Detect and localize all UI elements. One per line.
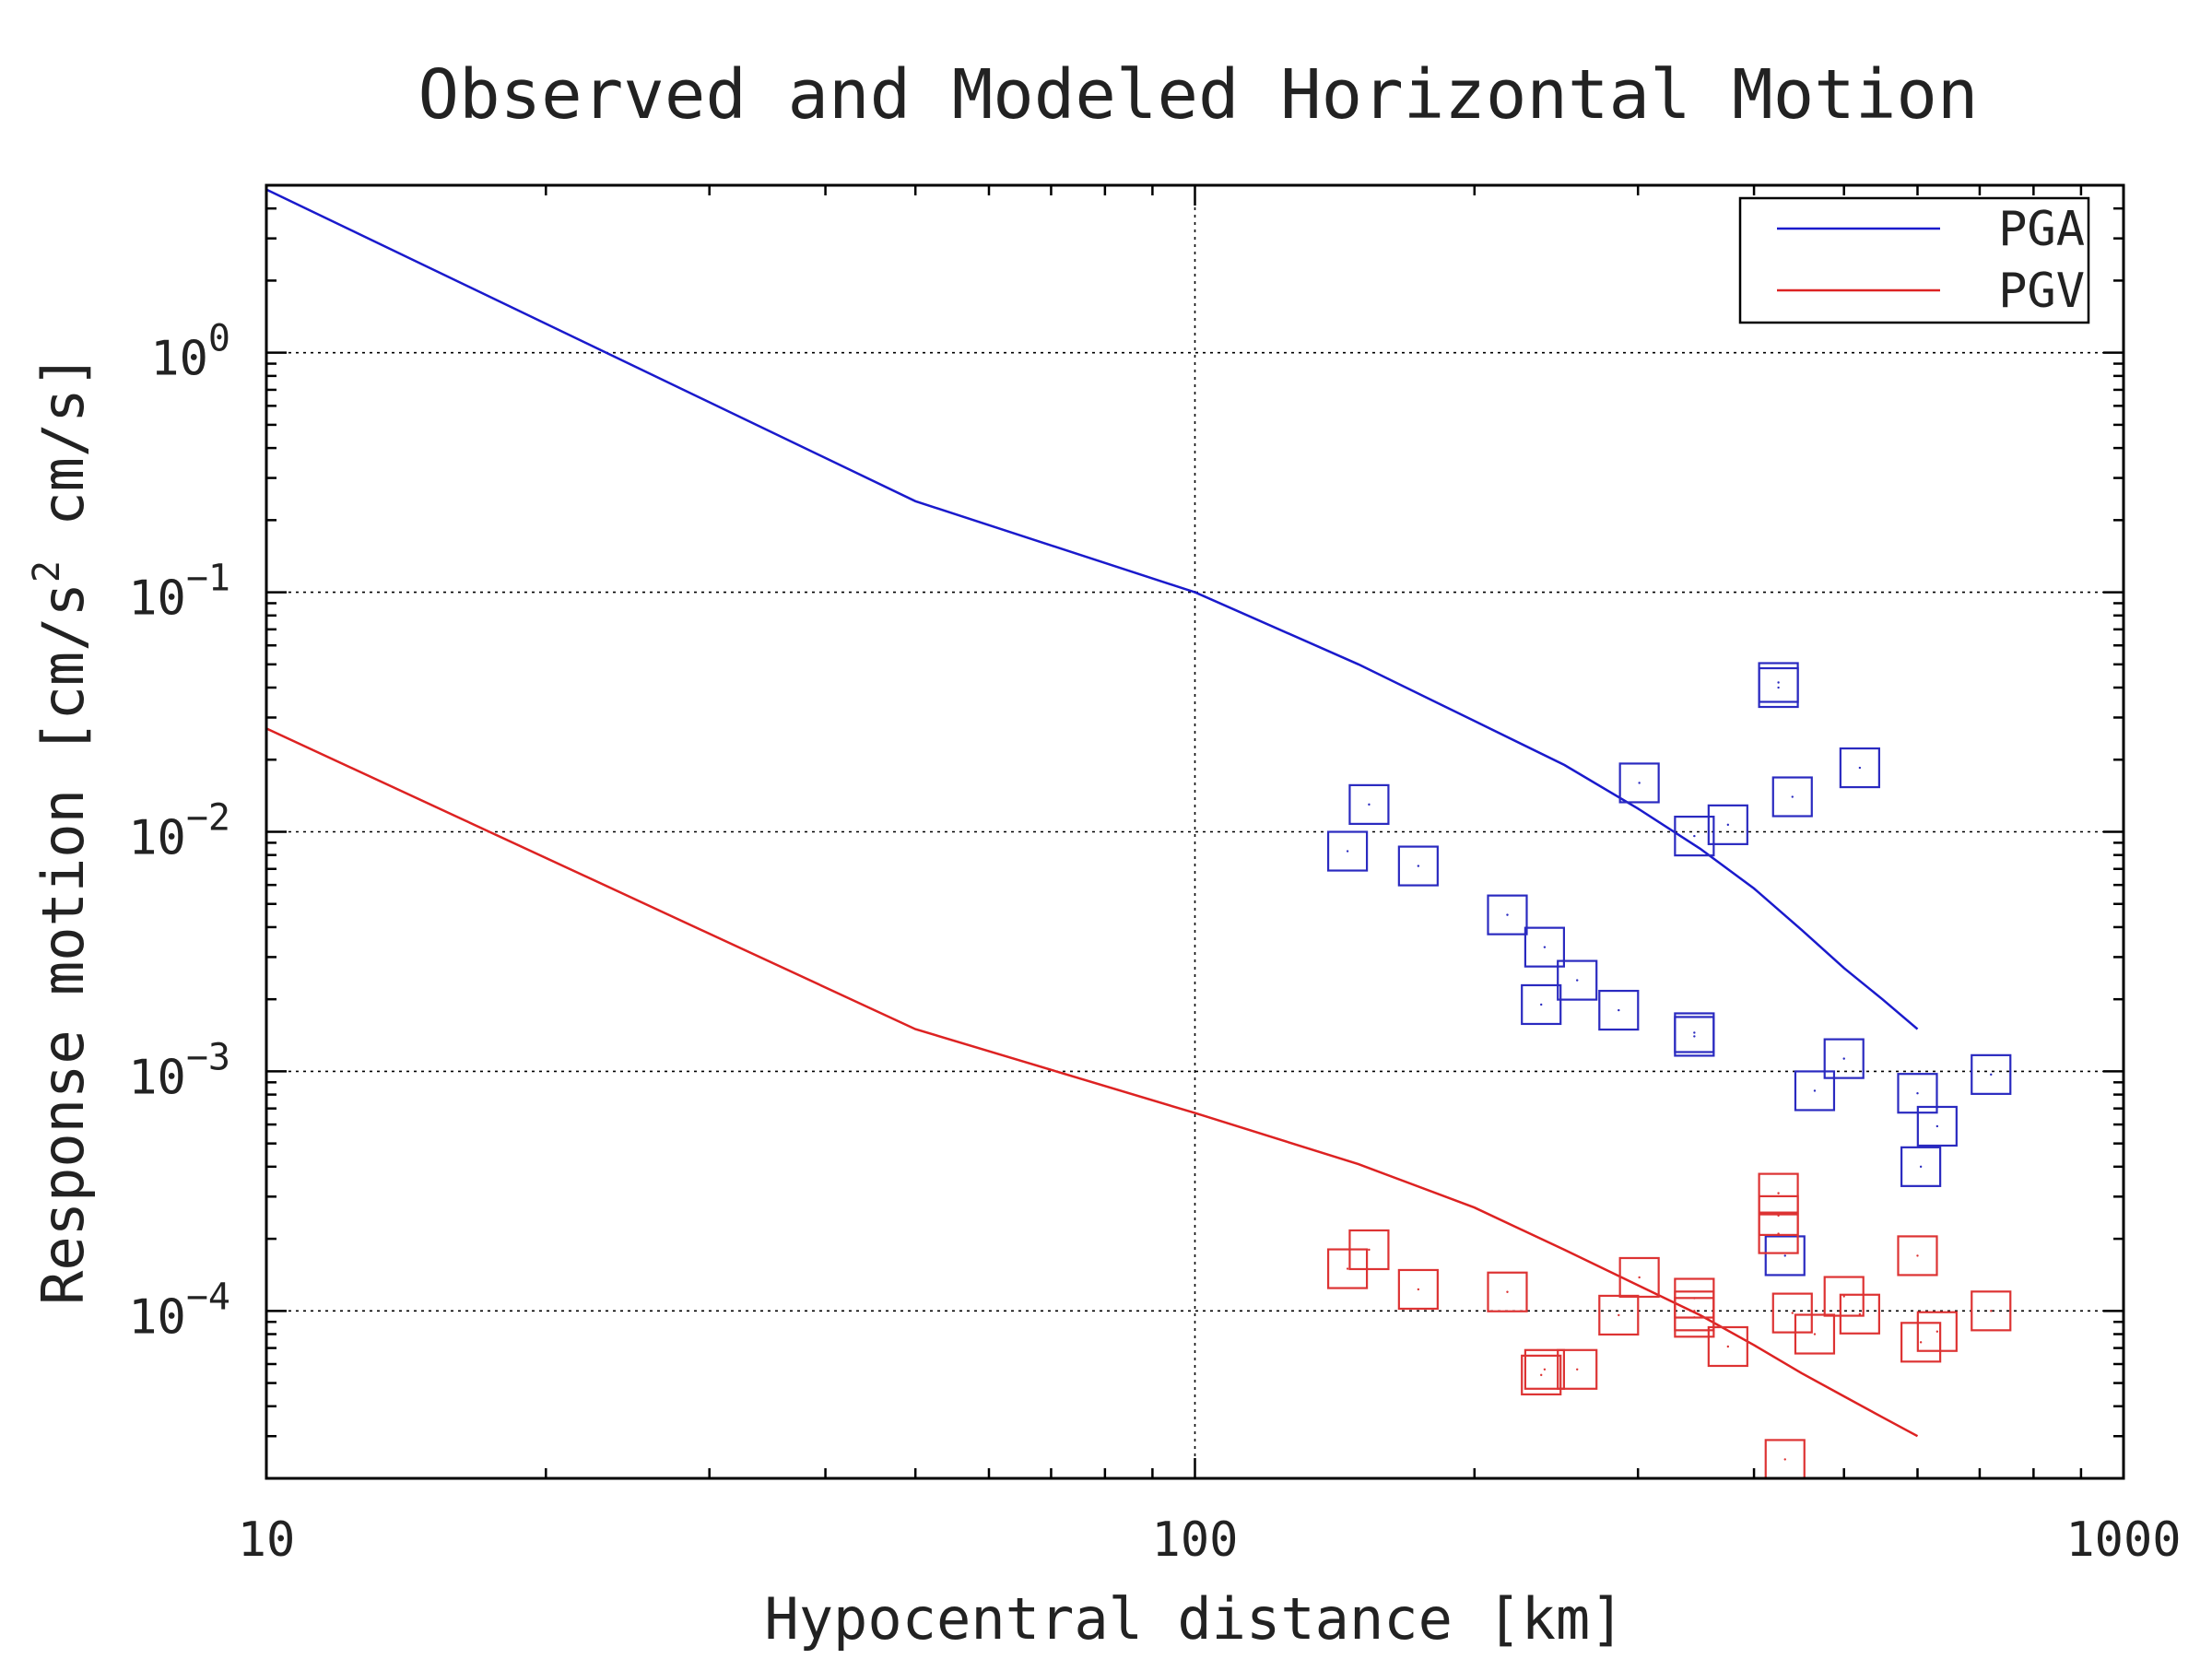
pgv-point-11 [1674,1297,1715,1338]
pgv-point-7 [1598,1294,1640,1336]
pga-point-14 [1758,662,1799,703]
pgv-point-23 [1916,1311,1958,1352]
plot-frame [265,183,2125,1480]
pgv-point-2 [1397,1268,1439,1311]
pgv-point-4 [1524,1348,1566,1390]
y-axis-label-main: Response motion [cm/s [29,582,97,1305]
x-tick-label-2: 1000 [2065,1512,2181,1568]
y-axis-label-exp: 2 [26,560,68,582]
pga-point-6 [1557,959,1598,1001]
observed-points [1326,662,2012,1480]
line-pgv [265,727,1919,1438]
pgv-point-19 [1823,1276,1865,1317]
y-tick-labels: 100 10−1 10−2 10−3 10−4 [128,318,230,1346]
model-lines [265,188,1919,1438]
line-pga [265,188,1919,1030]
pgv-point-3 [1487,1271,1528,1312]
y-axis-label-tail: cm/s] [29,354,97,560]
pga-point-5 [1521,983,1562,1026]
y-tick-label-1: 10−1 [128,558,230,627]
pgv-point-16 [1771,1292,1813,1334]
pgv-point-15 [1758,1213,1799,1254]
pga-point-1 [1326,830,1369,872]
pga-point-10 [1674,1016,1715,1057]
y-axis-label: Response motion [cm/s2 cm/s] [26,354,97,1305]
pga-point-2 [1397,845,1439,887]
pgv-point-21 [1897,1235,1938,1277]
pga-point-0 [1348,783,1390,825]
legend: PGA PGV [1738,196,2090,324]
pgv-point-12 [1707,1325,1748,1368]
y-tick-label-3: 10−3 [128,1036,230,1105]
pga-point-7 [1598,989,1640,1031]
pgv-point-22 [1900,1322,1942,1363]
pgv-point-8 [1618,1256,1660,1299]
pga-point-8 [1618,762,1660,804]
pgv-point-5 [1521,1354,1562,1395]
pga-point-20 [1971,1053,2012,1095]
pgv-point-18 [1794,1313,1836,1355]
chart-title: Observed and Modeled Horizontal Motion [418,55,1979,135]
pgv-point-6 [1557,1348,1598,1390]
pgv-point-1 [1348,1229,1390,1271]
pgv-point-13 [1758,1172,1799,1214]
pgv-point-24 [1971,1290,2012,1332]
pga-point-16 [1839,747,1880,789]
x-axis-label: Hypocentral distance [km] [764,1585,1624,1653]
pga-point-15 [1771,776,1813,818]
y-tick-label-0: 100 [150,318,230,387]
y-tick-label-2: 10−2 [128,797,230,866]
legend-label-pga: PGA [1998,202,2085,257]
y-tick-label-4: 10−4 [128,1276,230,1345]
legend-box [1738,196,2090,324]
legend-label-pgv: PGV [1998,264,2085,319]
x-tick-label-0: 10 [238,1512,296,1568]
pga-point-23 [1764,1235,1806,1277]
pga-point-17 [1823,1038,1865,1079]
x-tick-label-1: 100 [1152,1512,1239,1568]
pga-point-22 [1900,1146,1942,1187]
pga-point-3 [1487,894,1528,935]
pga-point-18 [1794,1070,1836,1112]
grid [266,185,2124,1478]
pgv-point-14 [1758,1194,1799,1236]
pga-point-4 [1524,926,1566,968]
pgv-point-20 [1839,1293,1880,1335]
pga-point-12 [1707,804,1748,845]
pga-point-21 [1916,1105,1958,1147]
pga-point-9 [1674,816,1715,857]
pga-point-11 [1674,1012,1715,1053]
x-tick-labels: 10 100 1000 [238,1512,2182,1568]
pgv-point-17 [1764,1439,1806,1480]
